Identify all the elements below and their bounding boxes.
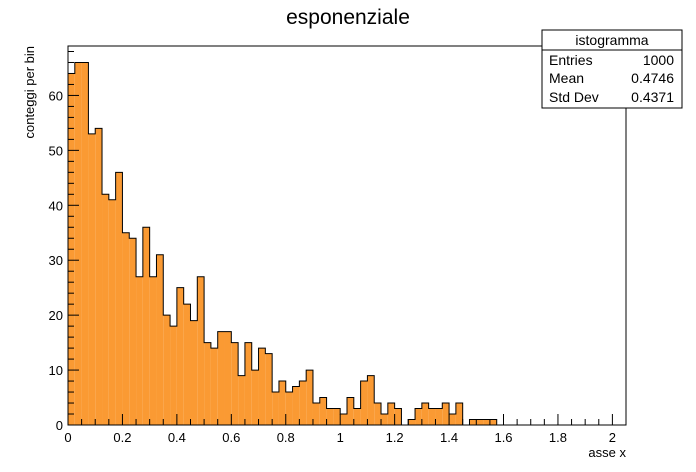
- histogram-bar: [231, 342, 239, 425]
- histogram-bar: [421, 403, 429, 425]
- x-tick-label: 0.8: [277, 430, 295, 445]
- histogram-bar: [265, 353, 273, 425]
- x-tick-label: 0.6: [222, 430, 240, 445]
- histogram-bar: [142, 227, 150, 425]
- histogram-bar: [387, 403, 395, 425]
- stats-box: istogramma Entries 1000 Mean 0.4746 Std …: [541, 29, 683, 109]
- histogram-bar: [299, 381, 307, 425]
- x-tick-label: 1.2: [386, 430, 404, 445]
- y-tick-label: 20: [49, 308, 63, 323]
- histogram-bar: [326, 408, 334, 425]
- x-axis: 0 0.2 0.4 0.6 0.8 1 1.2 1.4 1.6 1.8 2: [64, 414, 627, 445]
- y-tick-label: 10: [49, 363, 63, 378]
- x-tick-label: 2: [609, 430, 616, 445]
- histogram-bar: [449, 414, 456, 425]
- histogram-bar: [163, 315, 171, 425]
- histogram-bar: [102, 194, 109, 425]
- histogram-bar: [95, 128, 103, 426]
- stats-entries-label: Entries: [549, 52, 593, 68]
- histogram-bar: [190, 320, 198, 425]
- histogram-bar: [469, 419, 477, 425]
- histogram-bar: [251, 370, 259, 425]
- y-axis: 0 10 20 30 40 50 60: [49, 50, 79, 433]
- histogram-bar: [435, 408, 443, 425]
- histogram-bar: [217, 331, 225, 425]
- stats-stddev-value: 0.4371: [631, 89, 674, 105]
- histogram-bar: [244, 342, 252, 425]
- y-tick-label: 30: [49, 253, 63, 268]
- histogram-bars: [68, 62, 497, 426]
- histogram-bar: [197, 276, 205, 425]
- histogram-bar: [278, 381, 286, 425]
- histogram-bar: [224, 331, 232, 425]
- y-tick-label: 0: [56, 418, 63, 433]
- x-tick-label: 1.8: [549, 430, 567, 445]
- histogram-bar: [340, 414, 347, 425]
- histogram-bar: [129, 238, 137, 425]
- histogram-bar: [156, 254, 164, 425]
- histogram-bar: [210, 348, 218, 425]
- histogram-bar: [428, 408, 436, 425]
- x-tick-label: 0.4: [168, 430, 186, 445]
- histogram-bar: [149, 276, 157, 425]
- x-axis-label: asse x: [588, 445, 626, 460]
- histogram-bar: [170, 326, 177, 425]
- histogram-bar: [285, 392, 293, 425]
- histogram-bar: [353, 408, 361, 425]
- histogram-bar: [455, 403, 463, 425]
- chart-title: esponenziale: [286, 6, 410, 29]
- x-tick-label: 0: [64, 430, 71, 445]
- histogram-bar: [74, 62, 82, 425]
- histogram-bar: [108, 199, 116, 425]
- stats-mean-label: Mean: [549, 70, 584, 86]
- stats-entries-value: 1000: [643, 52, 674, 68]
- y-tick-label: 40: [49, 198, 63, 213]
- histogram-bar: [122, 232, 130, 425]
- histogram-bar: [394, 408, 402, 425]
- x-tick-label: 0.2: [113, 430, 131, 445]
- x-tick-label: 1.4: [440, 430, 458, 445]
- histogram-bar: [367, 375, 375, 425]
- histogram-bar: [306, 370, 313, 425]
- histogram-bar: [88, 133, 96, 425]
- histogram-bar: [183, 304, 191, 425]
- histogram-bar: [292, 386, 300, 425]
- histogram-bar: [136, 276, 143, 425]
- x-tick-label: 1: [337, 430, 344, 445]
- y-tick-label: 60: [49, 88, 63, 103]
- y-tick-label: 50: [49, 143, 63, 158]
- histogram-bar: [360, 381, 368, 425]
- histogram-bar: [408, 419, 416, 425]
- plot-frame: [67, 45, 627, 426]
- stats-stddev-label: Std Dev: [549, 89, 599, 105]
- histogram-bar: [374, 403, 382, 425]
- histogram-bar: [319, 397, 327, 425]
- stats-box-title: istogramma: [575, 32, 648, 48]
- histogram-bar: [204, 342, 211, 425]
- histogram-bar: [115, 172, 123, 425]
- histogram-bar: [272, 392, 279, 425]
- stats-mean-value: 0.4746: [631, 70, 674, 86]
- histogram-bar: [347, 397, 354, 425]
- histogram-bar: [476, 419, 484, 425]
- y-axis-label: conteggi per bin: [22, 46, 37, 139]
- histogram-bar: [333, 408, 341, 425]
- histogram-bar: [483, 419, 490, 425]
- stats-box-frame: [541, 29, 683, 109]
- histogram-bar: [442, 403, 450, 425]
- histogram-bar: [238, 375, 245, 425]
- histogram-bar: [381, 414, 388, 425]
- x-tick-label: 1.6: [494, 430, 512, 445]
- histogram-bar: [176, 287, 184, 425]
- histogram-bar: [312, 403, 320, 425]
- histogram-bar: [258, 348, 266, 425]
- histogram-bar: [81, 62, 89, 425]
- histogram-outline: [67, 61, 498, 426]
- histogram-bar: [415, 408, 422, 425]
- histogram-bar: [489, 419, 497, 425]
